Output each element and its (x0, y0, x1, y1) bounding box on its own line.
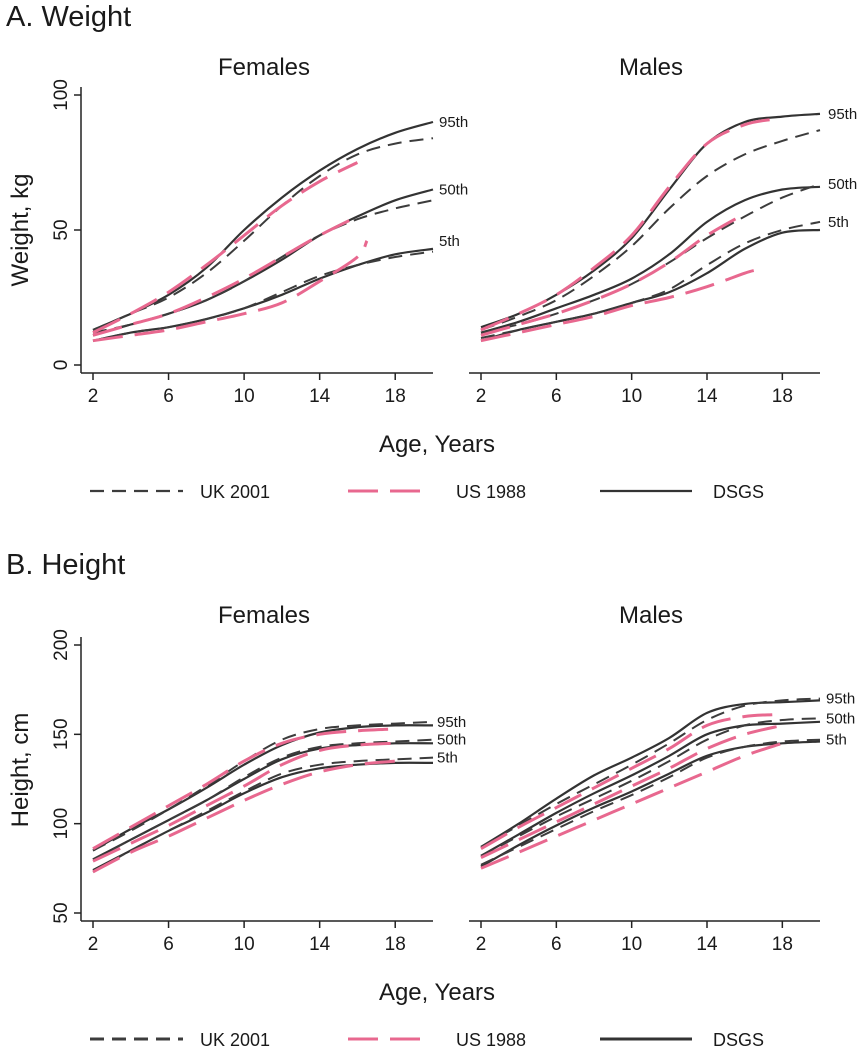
weight-males-x-tick-label: 14 (696, 386, 718, 407)
weight-legend-us-label: US 1988 (456, 482, 526, 502)
height-females-us-95th-line (92, 727, 396, 851)
weight-females-us-95th-line (92, 161, 359, 334)
weight-males-x-tick-label: 18 (772, 386, 793, 407)
height-females-x-tick-label: 2 (88, 934, 99, 955)
height-males-label-50th: 50th (826, 710, 855, 727)
height-males-us-50th-line (480, 723, 783, 859)
height-females-panel-title: Females (218, 602, 310, 629)
height-females-y-tick-label: 100 (51, 808, 72, 840)
height-females-label-5th: 5th (437, 750, 458, 767)
weight-males-us-5th-line (480, 269, 755, 343)
weight-legend-uk-label: UK 2001 (200, 482, 270, 502)
weight-males-x-tick-label: 10 (621, 386, 642, 407)
height-males-x-tick-label: 2 (476, 934, 487, 955)
height-males-panel: 2 6 10 14 18 95th 50th 5th (469, 691, 855, 955)
height-males-label-95th: 95th (826, 691, 855, 708)
height-females-x-tick-label: 18 (385, 934, 406, 955)
height-males-dsgs-50th-line (480, 720, 821, 857)
height-x-axis-title: Age, Years (379, 979, 495, 1006)
weight-females-y-tick-label: 50 (51, 219, 72, 240)
height-males-x-tick-label: 18 (772, 934, 793, 955)
weight-females-us-50th-line (92, 215, 359, 337)
height-males-us-5th-line (480, 741, 783, 870)
weight-females-dsgs-5th-line (92, 247, 434, 342)
height-females-y-tick-label: 200 (51, 629, 72, 661)
height-males-label-5th: 5th (826, 732, 847, 749)
height-females-us-50th-line (92, 741, 396, 863)
height-males-us-95th-line (480, 713, 773, 851)
height-females-us-5th-line (92, 759, 396, 874)
height-females-dsgs-95th-line (92, 724, 434, 852)
weight-females-y-tick-label: 0 (51, 360, 72, 371)
height-y-axis-title: Height, cm (7, 713, 34, 828)
weight-males-label-95th: 95th (828, 106, 857, 123)
weight-females-x-tick-label: 10 (234, 386, 255, 407)
height-females-y-tick-label: 50 (51, 902, 72, 923)
weight-females-uk-5th-line (92, 250, 434, 342)
weight-males-us-50th-line (480, 212, 746, 337)
weight-females-label-5th: 5th (439, 233, 460, 250)
height-females-uk-5th-line (92, 756, 434, 873)
weight-males-dsgs-95th-line (480, 112, 821, 329)
weight-males-label-5th: 5th (828, 214, 849, 231)
height-legend-dsgs-label: DSGS (713, 1030, 764, 1050)
weight-females-x-tick-label: 18 (385, 386, 406, 407)
height-males-uk-95th-line (480, 697, 821, 848)
weight-y-axis-title: Weight, kg (7, 174, 34, 287)
weight-females-x-tick-label: 2 (88, 386, 99, 407)
height-females-x-tick-label: 10 (234, 934, 255, 955)
height-section-title: B. Height (6, 549, 125, 581)
weight-females-y-tick-label: 100 (51, 79, 72, 111)
weight-females-label-50th: 50th (439, 182, 468, 199)
weight-males-uk-95th-line (480, 129, 821, 331)
height-legend-us-label: US 1988 (456, 1030, 526, 1050)
height-legend-uk-label: UK 2001 (200, 1030, 270, 1050)
height-females-label-95th: 95th (437, 714, 466, 731)
weight-legend-dsgs-label: DSGS (713, 482, 764, 502)
weight-females-uk-95th-line (92, 137, 434, 331)
weight-males-us-95th-line (480, 117, 774, 332)
weight-males-panel: 2 6 10 14 18 95th 50th 5th (469, 106, 857, 407)
height-females-x-tick-label: 14 (309, 934, 331, 955)
weight-males-label-50th: 50th (828, 176, 857, 193)
height-females-label-50th: 50th (437, 732, 466, 749)
weight-females-panel-title: Females (218, 54, 310, 81)
weight-females-x-tick-label: 6 (163, 386, 174, 407)
weight-males-uk-5th-line (480, 220, 821, 339)
weight-section-title: A. Weight (6, 1, 131, 33)
height-females-y-tick-label: 150 (51, 718, 72, 750)
height-females-uk-95th-line (92, 720, 434, 852)
height-males-uk-5th-line (480, 738, 821, 866)
weight-females-us-5th-line (92, 240, 369, 343)
height-males-x-tick-label: 6 (551, 934, 562, 955)
height-males-dsgs-95th-line (480, 699, 821, 848)
height-females-uk-50th-line (92, 738, 434, 861)
height-males-x-tick-label: 10 (621, 934, 642, 955)
weight-females-dsgs-95th-line (92, 120, 434, 331)
weight-males-dsgs-50th-line (480, 185, 821, 334)
weight-males-x-tick-label: 2 (476, 386, 487, 407)
height-males-uk-50th-line (480, 717, 821, 857)
height-females-dsgs-5th-line (92, 761, 434, 872)
height-males-x-tick-label: 14 (696, 934, 718, 955)
weight-females-x-tick-label: 14 (309, 386, 331, 407)
weight-x-axis-title: Age, Years (379, 431, 495, 458)
weight-males-dsgs-5th-line (480, 228, 821, 342)
weight-males-panel-title: Males (619, 54, 683, 81)
weight-males-x-tick-label: 6 (551, 386, 562, 407)
height-females-x-tick-label: 6 (163, 934, 174, 955)
height-males-panel-title: Males (619, 602, 683, 629)
weight-females-panel: 2 6 10 14 18 0 50 100 95th 50th 5th (51, 79, 468, 407)
height-males-dsgs-5th-line (480, 740, 821, 868)
weight-females-label-95th: 95th (439, 114, 468, 131)
